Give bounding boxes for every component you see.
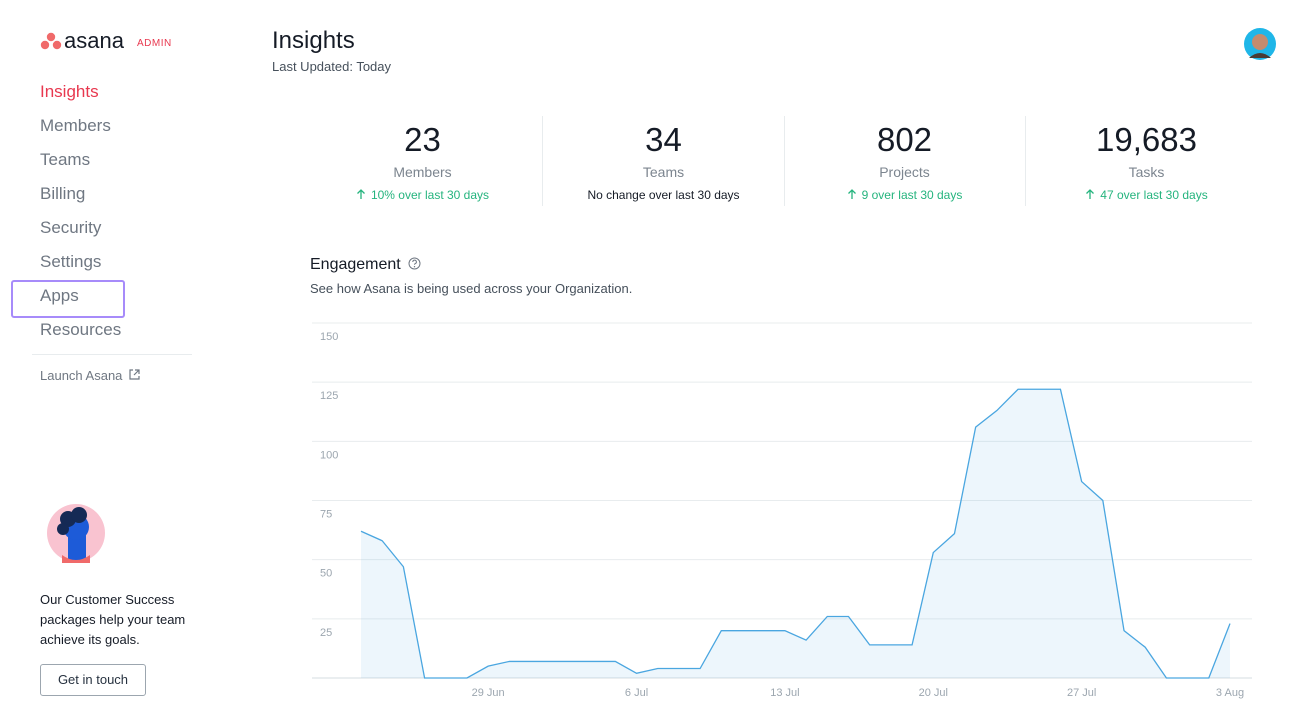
sidebar: asana ADMIN Insights Members Teams Billi… xyxy=(0,0,230,728)
external-icon xyxy=(129,369,140,380)
y-tick-label: 125 xyxy=(320,390,338,402)
nav-item[interactable]: Resources xyxy=(40,320,122,339)
divider xyxy=(1025,116,1026,206)
stat-change: 47 over last 30 days xyxy=(1026,188,1267,202)
stat-change-text: 47 over last 30 days xyxy=(1100,188,1208,202)
nav-item[interactable]: Apps xyxy=(40,286,79,305)
line xyxy=(360,388,1231,679)
stat-value: 802 xyxy=(876,121,933,158)
chart: 25 50 75 100 125 150 29 Jun 6 Jul 13 Jul 20 Jul 27… xyxy=(312,322,1252,699)
nav-item[interactable]: Billing xyxy=(40,184,86,203)
nav-item[interactable]: Teams xyxy=(40,150,91,169)
x-tick-label: 29 Jun xyxy=(472,687,505,699)
up-arrow xyxy=(847,189,856,199)
stat-change: 9 over last 30 days xyxy=(784,188,1025,202)
stat: 23 Members 10% over last 30 days xyxy=(302,118,543,202)
chart-title-text: Engagement xyxy=(310,256,401,273)
y-tick-label: 25 xyxy=(320,627,332,639)
stat: 802 Projects 9 over last 30 days xyxy=(784,118,1025,202)
stat: 19,683 Tasks 47 over last 30 days xyxy=(1026,118,1267,202)
logo: asana xyxy=(64,28,124,53)
badge: ADMIN xyxy=(137,38,172,49)
stat-label: Teams xyxy=(642,164,685,180)
nav-item[interactable]: Settings xyxy=(40,252,102,271)
stat-change-text: 9 over last 30 days xyxy=(861,188,963,202)
stat-change-text: 10% over last 30 days xyxy=(370,188,490,202)
promo-text: Our Customer Success packages help your … xyxy=(40,592,186,647)
chart-subtitle: See how Asana is being used across your … xyxy=(310,281,633,296)
focus-ring xyxy=(11,280,125,318)
promo-avatar xyxy=(47,504,105,563)
stat-label: Projects xyxy=(879,164,930,180)
nav-item[interactable]: Security xyxy=(40,218,102,237)
user-avatar[interactable] xyxy=(1244,28,1276,60)
divider xyxy=(784,116,785,206)
launch-text: Launch Asana xyxy=(40,368,123,383)
get-in-touch-button[interactable]: Get in touch xyxy=(40,664,146,696)
y-tick-label: 50 xyxy=(320,568,332,580)
divider xyxy=(542,116,543,206)
logo-icon xyxy=(40,32,62,50)
launch-link[interactable]: Launch Asana xyxy=(40,368,140,383)
stat-value: 19,683 xyxy=(1096,121,1197,158)
x-tick-label: 13 Jul xyxy=(770,687,799,699)
y-tick-label: 75 xyxy=(320,509,332,521)
x-tick-label: 6 Jul xyxy=(625,687,648,699)
separator xyxy=(32,354,192,355)
nav-item[interactable]: Members xyxy=(40,116,111,135)
nav-item[interactable]: Insights xyxy=(40,82,99,101)
y-tick-label: 150 xyxy=(320,331,338,343)
x-tick-label: 3 Aug xyxy=(1216,687,1244,699)
x-tick-label: 20 Jul xyxy=(919,687,948,699)
page-subtitle: Last Updated: Today xyxy=(272,59,392,74)
area-fill xyxy=(361,389,1230,678)
stat-change-text: No change over last 30 days xyxy=(587,188,740,202)
y-tick-label: 100 xyxy=(320,449,338,461)
x-tick-label: 27 Jul xyxy=(1067,687,1096,699)
chart-title: Engagement xyxy=(310,256,421,274)
stat-label: Members xyxy=(393,164,452,180)
page-title: Insights xyxy=(272,27,355,54)
stat-value: 23 xyxy=(404,121,441,158)
stat: 34 Teams No change over last 30 days xyxy=(543,118,784,202)
up-arrow xyxy=(356,189,365,199)
stat-value: 34 xyxy=(645,121,682,158)
up-arrow xyxy=(1086,189,1095,199)
help-icon[interactable] xyxy=(408,257,421,270)
stat-label: Tasks xyxy=(1128,164,1165,180)
stat-change: 10% over last 30 days xyxy=(302,188,543,202)
stat-change: No change over last 30 days xyxy=(543,188,784,202)
